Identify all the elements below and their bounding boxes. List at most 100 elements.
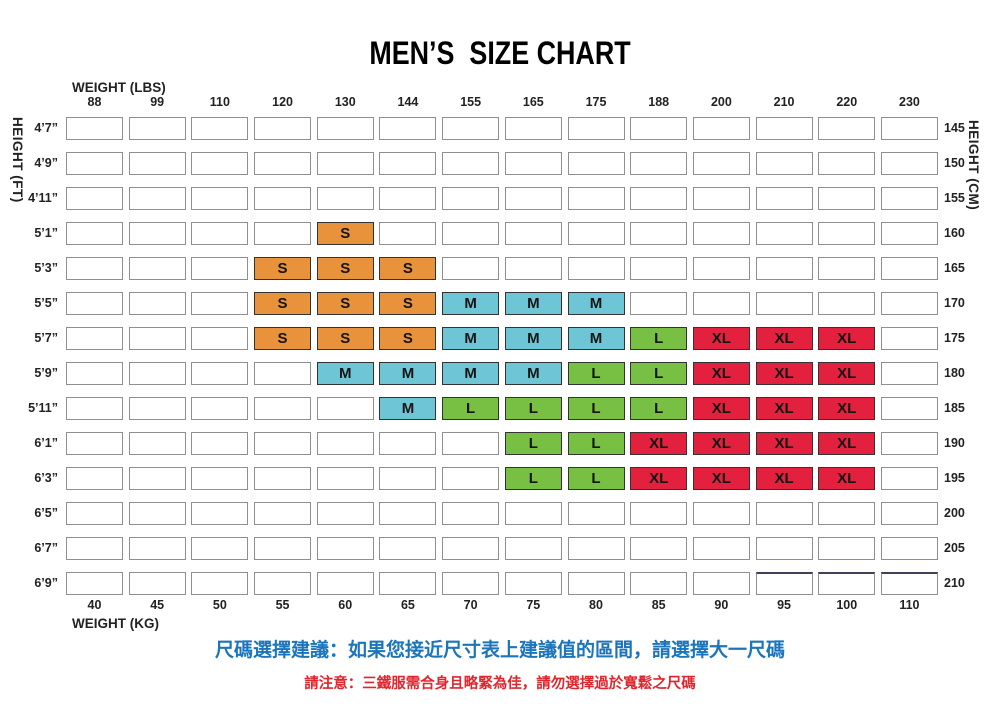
- ft-tick: 5’3”: [34, 261, 58, 275]
- ft-tick: 5’9”: [34, 366, 58, 380]
- ft-tick: 4’9”: [34, 156, 58, 170]
- size-cell-empty: [504, 572, 562, 595]
- size-cell-empty: [254, 187, 312, 210]
- size-cell-empty: [128, 257, 186, 280]
- size-cell-S: S: [254, 327, 312, 350]
- weight-lbs-ticks: 88 99 110 120 130 144 155 165 175 188 200 210 220 230: [66, 95, 938, 109]
- size-cell-empty: [128, 397, 186, 420]
- cm-tick: 200: [944, 506, 965, 520]
- size-cell-L: L: [630, 362, 688, 385]
- size-cell-empty: [818, 117, 876, 140]
- size-cell-empty: [316, 152, 374, 175]
- size-cell-empty: [254, 117, 312, 140]
- size-cell-M: M: [567, 292, 625, 315]
- size-cell-empty: [128, 222, 186, 245]
- size-cell-XL: XL: [692, 467, 750, 490]
- size-cell-empty: [567, 117, 625, 140]
- weight-lbs-axis-label: WEIGHT (LBS): [72, 80, 166, 95]
- size-cell-empty: [630, 572, 688, 595]
- size-cell-empty: [692, 572, 750, 595]
- size-cell-empty: [191, 222, 249, 245]
- height-cm-ticks: 145 150 155 160 165 170 175 180 185 190 195 200 205 2…: [944, 117, 980, 607]
- lbs-tick: 120: [272, 95, 293, 109]
- size-cell-empty: [191, 152, 249, 175]
- lbs-tick: 88: [87, 95, 102, 109]
- size-cell-L: L: [567, 432, 625, 455]
- height-cm-axis-label: HEIGHT (CM): [966, 120, 981, 211]
- size-cell-empty: [818, 502, 876, 525]
- kg-tick: 50: [212, 598, 227, 612]
- ft-tick: 5’1”: [34, 226, 58, 240]
- size-cell-empty: [630, 292, 688, 315]
- grid-row: L L XL XL XL XL: [66, 467, 938, 490]
- size-cell-empty: [66, 502, 123, 525]
- size-cell-empty: [442, 257, 500, 280]
- size-cell-empty: [128, 572, 186, 595]
- cm-tick: 165: [944, 261, 965, 275]
- size-cell-empty: [191, 397, 249, 420]
- size-cell-empty: [254, 537, 312, 560]
- size-cell-empty: [442, 502, 500, 525]
- size-cell-S: S: [316, 327, 374, 350]
- size-cell-empty: [755, 502, 813, 525]
- lbs-tick: 155: [460, 95, 482, 109]
- size-cell-empty: [66, 362, 123, 385]
- height-ft-ticks: 4’7” 4’9” 4’11” 5’1” 5’3” 5’5” 5’7” 5’9” 5’11” 6’…: [0, 117, 60, 607]
- lbs-tick: 230: [899, 95, 920, 109]
- size-cell-L: L: [567, 362, 625, 385]
- cm-tick: 170: [944, 296, 965, 310]
- size-cell-empty: [630, 257, 688, 280]
- cm-tick: 185: [944, 401, 965, 415]
- lbs-tick: 200: [710, 95, 732, 109]
- grid-row: S: [66, 222, 938, 245]
- lbs-tick: 210: [773, 95, 795, 109]
- size-cell-empty: [66, 292, 123, 315]
- kg-tick: 100: [836, 598, 858, 612]
- size-cell-L: L: [630, 327, 688, 350]
- size-cell-empty: [818, 537, 876, 560]
- size-cell-empty: [191, 362, 249, 385]
- size-cell-empty: [379, 117, 437, 140]
- size-cell-M: M: [442, 327, 500, 350]
- lbs-tick: 165: [522, 95, 544, 109]
- size-cell-empty: [755, 572, 813, 595]
- lbs-tick: 175: [585, 95, 607, 109]
- size-cell-L: L: [567, 467, 625, 490]
- size-cell-empty: [316, 502, 374, 525]
- size-cell-empty: [504, 152, 562, 175]
- size-cell-empty: [191, 572, 249, 595]
- fit-warning-text: 請注意：三鐵服需合身且略緊為佳，請勿選擇過於寬鬆之尺碼: [304, 676, 696, 692]
- size-cell-empty: [630, 222, 688, 245]
- size-cell-empty: [66, 537, 123, 560]
- size-cell-empty: [880, 152, 938, 175]
- size-cell-XL: XL: [818, 432, 876, 455]
- size-cell-S: S: [254, 292, 312, 315]
- cm-tick: 150: [944, 156, 965, 170]
- size-cell-empty: [66, 257, 123, 280]
- lbs-tick: 99: [150, 95, 165, 109]
- grid-row: [66, 572, 938, 595]
- cm-tick: 160: [944, 226, 965, 240]
- size-cell-XL: XL: [818, 327, 876, 350]
- size-advice-text: 尺碼選擇建議：如果您接近尺寸表上建議值的區間，請選擇大一尺碼: [214, 640, 785, 661]
- size-cell-empty: [880, 292, 938, 315]
- size-cell-empty: [191, 257, 249, 280]
- grid-row: L L XL XL XL XL: [66, 432, 938, 455]
- size-cell-L: L: [504, 467, 562, 490]
- grid-row: M M M M L L XL XL XL: [66, 362, 938, 385]
- size-cell-XL: XL: [755, 362, 813, 385]
- size-cell-empty: [630, 152, 688, 175]
- size-cell-empty: [316, 187, 374, 210]
- size-cell-empty: [442, 467, 500, 490]
- size-cell-empty: [504, 537, 562, 560]
- size-cell-empty: [191, 432, 249, 455]
- size-cell-empty: [191, 187, 249, 210]
- size-cell-L: L: [630, 397, 688, 420]
- size-cell-empty: [191, 502, 249, 525]
- size-cell-XL: XL: [755, 467, 813, 490]
- size-cell-empty: [128, 187, 186, 210]
- size-cell-empty: [818, 187, 876, 210]
- size-cell-XL: XL: [755, 327, 813, 350]
- size-cell-empty: [755, 222, 813, 245]
- size-cell-M: M: [504, 362, 562, 385]
